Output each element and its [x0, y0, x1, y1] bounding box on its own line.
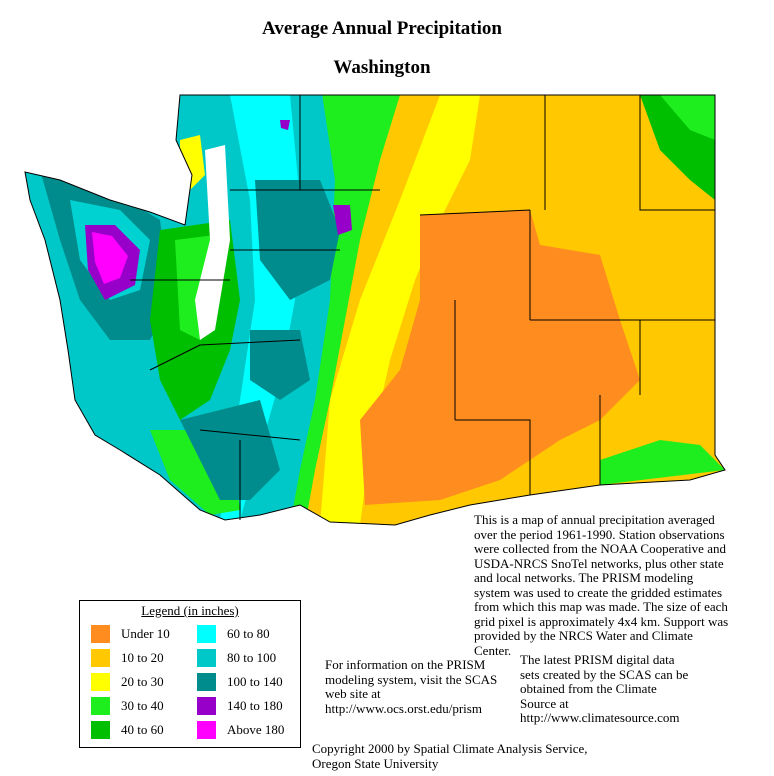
title: Average Annual Precipitation	[262, 18, 502, 39]
legend: Legend (in inches) Under 10 10 to 20 20 to…	[79, 600, 301, 748]
legend-swatch	[91, 697, 110, 715]
legend-label: Above 180	[227, 722, 285, 737]
legend-swatch	[197, 649, 216, 667]
legend-title: Legend (in inches)	[141, 603, 239, 618]
precipitation-map	[24, 94, 726, 526]
legend-swatch	[91, 721, 110, 739]
legend-swatch	[197, 673, 216, 691]
legend-swatch	[197, 721, 216, 739]
legend-label: Under 10	[121, 626, 170, 641]
legend-label: 100 to 140	[227, 674, 283, 689]
legend-swatch	[197, 625, 216, 643]
legend-label: 80 to 100	[227, 650, 277, 665]
legend-label: 140 to 180	[227, 698, 283, 713]
copyright: Copyright 2000 by Spatial Climate Analys…	[312, 741, 588, 771]
legend-label: 60 to 80	[227, 626, 270, 641]
county-lines	[24, 94, 726, 526]
info-text: For information on the PRISM modeling sy…	[325, 657, 498, 716]
legend-swatch	[197, 697, 216, 715]
map-fill	[25, 95, 725, 525]
legend-swatch	[91, 649, 110, 667]
subtitle: Washington	[333, 57, 431, 78]
legend-label: 40 to 60	[121, 722, 164, 737]
description: This is a map of annual precipitation av…	[474, 512, 729, 658]
legend-swatch	[91, 625, 110, 643]
legend-label: 10 to 20	[121, 650, 164, 665]
legend-swatch	[91, 673, 110, 691]
legend-label: 20 to 30	[121, 674, 164, 689]
legend-label: 30 to 40	[121, 698, 164, 713]
data-source-text: The latest PRISM digital data sets creat…	[520, 652, 689, 725]
